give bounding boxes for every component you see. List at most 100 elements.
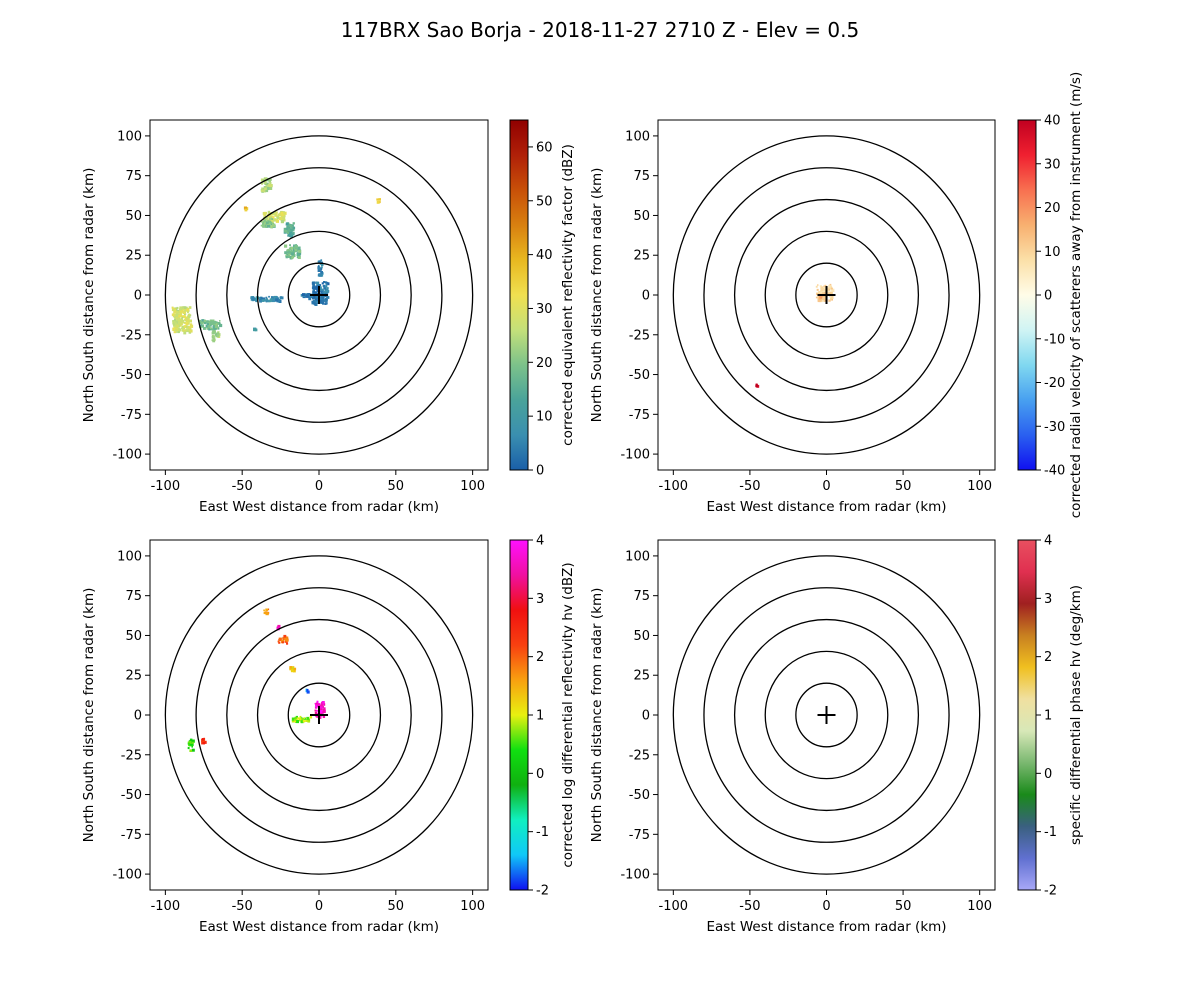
echo-gate [173, 329, 175, 331]
echo-gate [279, 296, 282, 299]
panel-top-left: -100 -50 0 50 100-100-75-50-250255075100East… [81, 119, 576, 515]
echo-gate [290, 249, 293, 253]
echo-gate [831, 287, 833, 290]
echo-gate [821, 299, 824, 302]
echo-gate [261, 220, 263, 223]
echo-gate [265, 184, 268, 187]
echo-gate [214, 322, 218, 326]
echo-gate [271, 222, 274, 225]
echo-gate [305, 690, 308, 693]
echo-gate [172, 307, 175, 310]
echo-layer [187, 608, 326, 752]
echo-gate [276, 626, 279, 629]
y-tick-label: -25 [121, 748, 142, 763]
echo-gate [172, 322, 176, 326]
echo-gate [276, 211, 278, 214]
echo-gate [828, 299, 831, 302]
echo-gate [263, 216, 265, 219]
y-tick-label: 100 [625, 549, 650, 564]
echo-gate [209, 327, 212, 329]
echo-gate [314, 299, 317, 303]
echo-gate [817, 299, 821, 303]
x-tick-label: 0 [315, 899, 323, 914]
figure-title: 117BRX Sao Borja - 2018-11-27 2710 Z - E… [341, 18, 859, 42]
echo-gate [820, 288, 824, 292]
x-axis-label: East West distance from radar (km) [199, 919, 439, 935]
echo-gate [827, 292, 830, 295]
y-axis-label: North South distance from radar (km) [81, 588, 97, 843]
echo-gate [176, 319, 179, 321]
echo-gate [292, 222, 295, 225]
colorbar-tick-label: 1 [1044, 709, 1052, 724]
echo-gate [291, 256, 294, 259]
echo-gate [186, 328, 189, 331]
echo-gate [819, 296, 822, 299]
echo-gate [378, 198, 381, 201]
echo-gate [298, 256, 301, 259]
x-tick-label: -100 [151, 479, 181, 494]
echo-gate [189, 324, 194, 328]
echo-gate [260, 178, 264, 182]
echo-gate [265, 611, 269, 616]
echo-gate [179, 310, 182, 313]
colorbar-tick-label: 30 [1044, 157, 1061, 172]
echo-gate [286, 228, 291, 232]
echo-gate [191, 741, 194, 744]
panel-top-right: -100 -50 0 50 100-100-75-50-250255075100East… [589, 72, 1084, 518]
echo-gate [267, 210, 271, 214]
echo-gate [269, 187, 273, 190]
echo-cluster [263, 608, 270, 616]
echo-gate [306, 293, 309, 295]
echo-gate [376, 200, 380, 204]
echo-gate [274, 219, 276, 222]
echo-gate [287, 255, 290, 258]
echo-gate [325, 302, 328, 305]
echo-gate [315, 299, 318, 302]
echo-cluster [276, 624, 281, 631]
echo-gate [319, 715, 322, 718]
colorbar-tick-label: 3 [536, 592, 544, 607]
echo-gate [174, 311, 177, 314]
echo-gate [291, 232, 294, 235]
echo-gate [177, 318, 181, 322]
echo-gate [265, 608, 268, 612]
echo-gate [294, 720, 297, 723]
echo-gate [274, 213, 277, 216]
y-tick-label: 25 [125, 669, 142, 684]
echo-gate [258, 297, 261, 300]
echo-gate [179, 312, 182, 315]
echo-gate [820, 286, 824, 289]
echo-gate [319, 261, 322, 263]
echo-gate [187, 741, 190, 744]
echo-gate [289, 256, 293, 260]
echo-gate [291, 717, 295, 721]
y-tick-label: -100 [112, 868, 142, 883]
echo-gate [174, 322, 177, 325]
echo-gate [317, 266, 321, 270]
colorbar-label: corrected log differential reflectivity … [560, 562, 576, 867]
echo-gate [316, 715, 320, 718]
echo-gate [203, 319, 206, 322]
echo-gate [321, 296, 325, 299]
echo-gate [250, 296, 253, 299]
echo-gate [263, 219, 266, 222]
echo-gate [206, 320, 209, 323]
echo-gate [189, 749, 192, 752]
range-ring [733, 198, 920, 392]
echo-gate [176, 325, 179, 328]
echo-gate [270, 220, 274, 223]
echo-cluster [291, 715, 313, 724]
echo-gate [177, 309, 179, 312]
range-ring [764, 230, 889, 360]
echo-gate [296, 256, 299, 258]
range-ring [256, 230, 382, 360]
colorbar-tick-label: -40 [1044, 464, 1065, 479]
echo-gate [259, 297, 263, 301]
echo-gate [823, 285, 825, 288]
echo-gate [315, 286, 319, 290]
echo-cluster [260, 217, 276, 229]
y-tick-label: 0 [642, 709, 650, 724]
range-ring [164, 555, 474, 875]
radar-panels: -100 -50 0 50 100-100-75-50-250255075100East… [81, 72, 1084, 935]
x-tick-label: 100 [460, 899, 485, 914]
